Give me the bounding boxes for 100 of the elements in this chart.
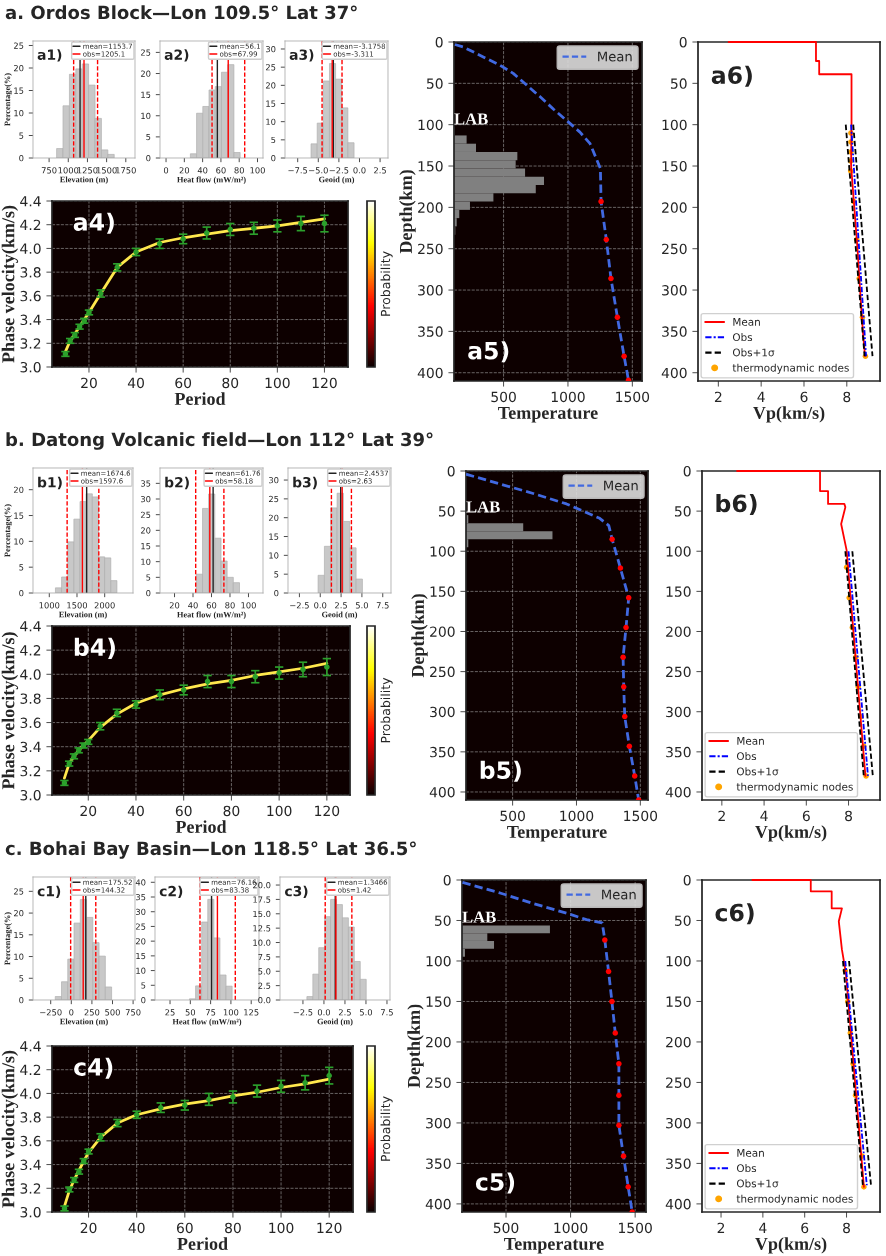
y-tick-label: 30	[136, 908, 146, 916]
y-tick-label: 350	[662, 326, 687, 337]
y-tick-label: 150	[426, 996, 451, 1007]
y-tick-label: 5	[19, 564, 24, 571]
y-tick-label: 0.0	[258, 996, 271, 1004]
y-axis-title: Percentage(%)	[4, 912, 12, 965]
y-tick-label: 0	[19, 154, 24, 162]
y-tick-label: 350	[426, 1158, 451, 1169]
y-tick-label: 250	[430, 666, 455, 678]
y-tick-label: 5	[146, 133, 151, 141]
annotation: c2)	[159, 885, 183, 898]
y-tick-label: 25	[140, 511, 151, 518]
annotation: a6)	[711, 65, 752, 87]
y-axis-title: Phase velocity(km/s)	[1, 632, 19, 790]
color-bar-title: Probability	[380, 677, 393, 743]
x-tick-label: 1500	[96, 167, 117, 174]
y-tick-label: 30	[141, 496, 151, 503]
annotation: b6)	[716, 494, 757, 516]
x-tick-label: 120	[317, 1222, 342, 1234]
annotation: a2)	[164, 49, 189, 62]
y-tick-label: 2.5	[258, 982, 271, 989]
y-tick-label: 3.8	[20, 693, 41, 704]
y-tick-label: 3.0	[20, 361, 41, 373]
x-axis-title: Period	[174, 392, 226, 405]
legend-label: Obs	[732, 333, 753, 342]
y-tick-label: 10.0	[253, 939, 271, 946]
y-tick-label: 50	[426, 78, 443, 89]
x-tick-label: 500	[493, 1222, 519, 1234]
x-tick-label: 500	[491, 391, 516, 403]
x-tick-label: 25	[165, 1009, 175, 1016]
annotation: LAB	[466, 501, 500, 513]
legend-label: Mean	[733, 318, 760, 326]
legend-label: Obs+1σ	[736, 767, 779, 776]
y-tick-label: 15	[141, 543, 151, 550]
y-tick-label: 150	[418, 160, 443, 172]
y-tick-label: 350	[430, 746, 455, 758]
y-tick-label: 0	[274, 589, 279, 597]
x-axis-title: Elevation (m)	[59, 176, 108, 185]
x-tick-label: 50	[185, 1009, 196, 1016]
y-tick-label: 0	[146, 154, 151, 162]
y-tick-label: 0	[447, 465, 455, 477]
x-tick-label: 80	[234, 167, 244, 174]
x-tick-label: 1500	[624, 810, 658, 822]
x-tick-label: 8	[843, 391, 851, 403]
legend-label: Obs	[736, 752, 757, 761]
y-axis-title: Phase velocity(km/s)	[1, 1050, 19, 1208]
x-axis-title: Period	[177, 1237, 228, 1250]
y-tick-label: 150	[666, 996, 691, 1007]
x-tick-label: 60	[176, 1222, 193, 1234]
text: a. Ordos Block—Lon 109.5° Lat 37°	[5, 5, 357, 20]
y-tick-label: 400	[417, 367, 443, 379]
y-tick-label: 400	[429, 786, 455, 798]
legend-label: thermodynamic nodes	[732, 363, 849, 374]
x-tick-label: 8	[843, 1222, 850, 1234]
y-axis-title: Percentage(%)	[4, 504, 12, 557]
y-axis-title: Depth(km)	[399, 170, 416, 254]
y-tick-label: 100	[666, 546, 691, 557]
x-tick-label: 4	[760, 810, 768, 821]
x-tick-label: 500	[500, 810, 525, 822]
y-tick-label: 3.8	[20, 267, 41, 278]
y-tick-label: 3.6	[20, 290, 41, 302]
y-axis-title: Percentage(%)	[4, 73, 12, 126]
x-tick-label: −2.5	[329, 167, 349, 174]
y-tick-label: 100	[426, 955, 451, 967]
legend-label: Obs+1σ	[736, 1179, 779, 1188]
y-tick-label: 50	[438, 506, 455, 517]
x-axis-title: Temperature	[507, 825, 607, 842]
x-tick-label: 80	[225, 1222, 241, 1234]
legend-label: thermodynamic nodes	[736, 1194, 853, 1205]
x-tick-label: 4	[757, 391, 765, 402]
annotation: LAB	[454, 113, 488, 125]
x-tick-label: −2.5	[293, 1009, 313, 1016]
x-tick-label: 2	[717, 1222, 725, 1233]
y-tick-label: 10	[266, 118, 276, 125]
y-tick-label: 15	[136, 952, 146, 960]
annotation: c3)	[285, 885, 308, 898]
y-tick-label: 300	[426, 1117, 451, 1129]
x-axis-title: Period	[175, 820, 227, 833]
annotation: a3)	[289, 49, 314, 62]
y-tick-label: 4.4	[20, 621, 41, 632]
x-tick-label: 40	[197, 167, 208, 174]
y-tick-label: 25	[13, 888, 24, 895]
x-tick-label: −250	[40, 1009, 62, 1016]
y-tick-label: 350	[418, 326, 443, 337]
x-tick-label: 7.5	[381, 1009, 393, 1016]
annotation: b1)	[38, 476, 62, 490]
x-tick-label: 2	[714, 391, 722, 402]
y-tick-label: 10	[14, 538, 24, 545]
y-tick-label: 10	[269, 552, 279, 559]
x-tick-label: 750	[125, 1009, 141, 1016]
x-tick-label: 1000	[560, 810, 594, 822]
y-tick-label: 5	[19, 132, 24, 139]
x-tick-label: 80	[223, 805, 240, 817]
x-tick-label: 0.0	[317, 1009, 331, 1016]
y-axis-title: Phase velocity(km/s)	[1, 205, 19, 363]
y-tick-label: 400	[661, 367, 687, 379]
x-tick-label: 1250	[77, 167, 98, 174]
x-tick-label: 40	[188, 602, 198, 609]
y-tick-label: 3.4	[20, 314, 41, 326]
y-tick-label: 350	[666, 1158, 691, 1169]
